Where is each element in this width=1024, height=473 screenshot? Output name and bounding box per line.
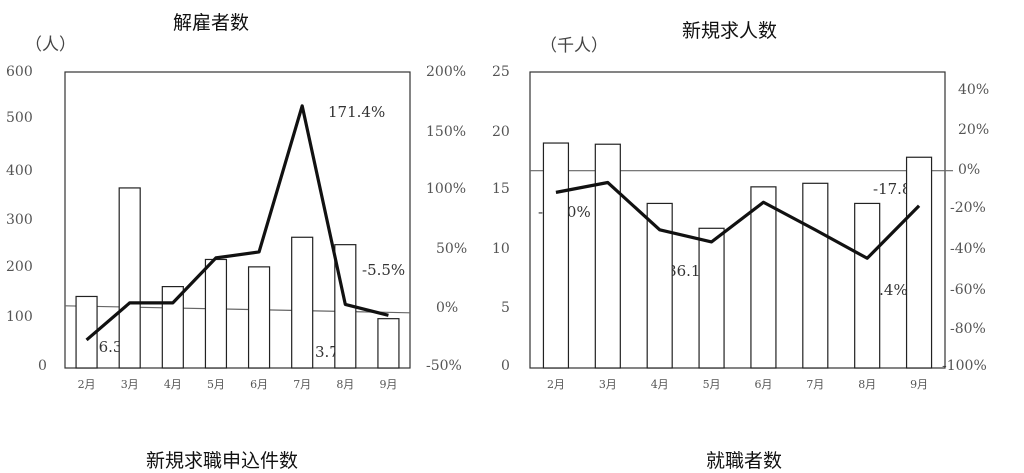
chart2-xtick: 3月 — [599, 378, 617, 391]
chart1-xtick: 8月 — [336, 378, 354, 391]
chart2-plot-frame — [530, 72, 945, 368]
chart1-xtick: 2月 — [78, 378, 96, 391]
chart2-bar — [855, 203, 880, 368]
chart1-bar — [249, 267, 270, 368]
chart1-xtick: 9月 — [379, 378, 397, 391]
chart2-xtick: 8月 — [858, 378, 876, 391]
chart2-xtick: 9月 — [910, 378, 928, 391]
chart1-xtick: 3月 — [121, 378, 139, 391]
chart2-bar — [543, 143, 568, 368]
chart1-plot-frame — [65, 72, 410, 368]
chart1-bar — [292, 237, 313, 368]
chart2-bar — [803, 183, 828, 368]
chart2-bar — [907, 157, 932, 368]
chart1-bar — [119, 188, 140, 368]
chart1-xtick: 4月 — [164, 378, 182, 391]
chart1-xtick: 5月 — [207, 378, 225, 391]
chart2-xtick: 2月 — [547, 378, 565, 391]
chart1-xtick: 7月 — [293, 378, 311, 391]
chart2-xtick: 5月 — [703, 378, 721, 391]
chart2-xtick: 4月 — [651, 378, 669, 391]
chart2-xtick: 7月 — [806, 378, 824, 391]
chart2-xtick: 6月 — [754, 378, 772, 391]
chart1-bar — [205, 259, 226, 368]
chart2-bar — [751, 187, 776, 368]
chart1-bar — [162, 287, 183, 368]
chart1-bar — [378, 319, 399, 368]
chart2-bar — [699, 228, 724, 368]
chart2-bar — [595, 144, 620, 368]
chart1-xtick: 6月 — [250, 378, 268, 391]
